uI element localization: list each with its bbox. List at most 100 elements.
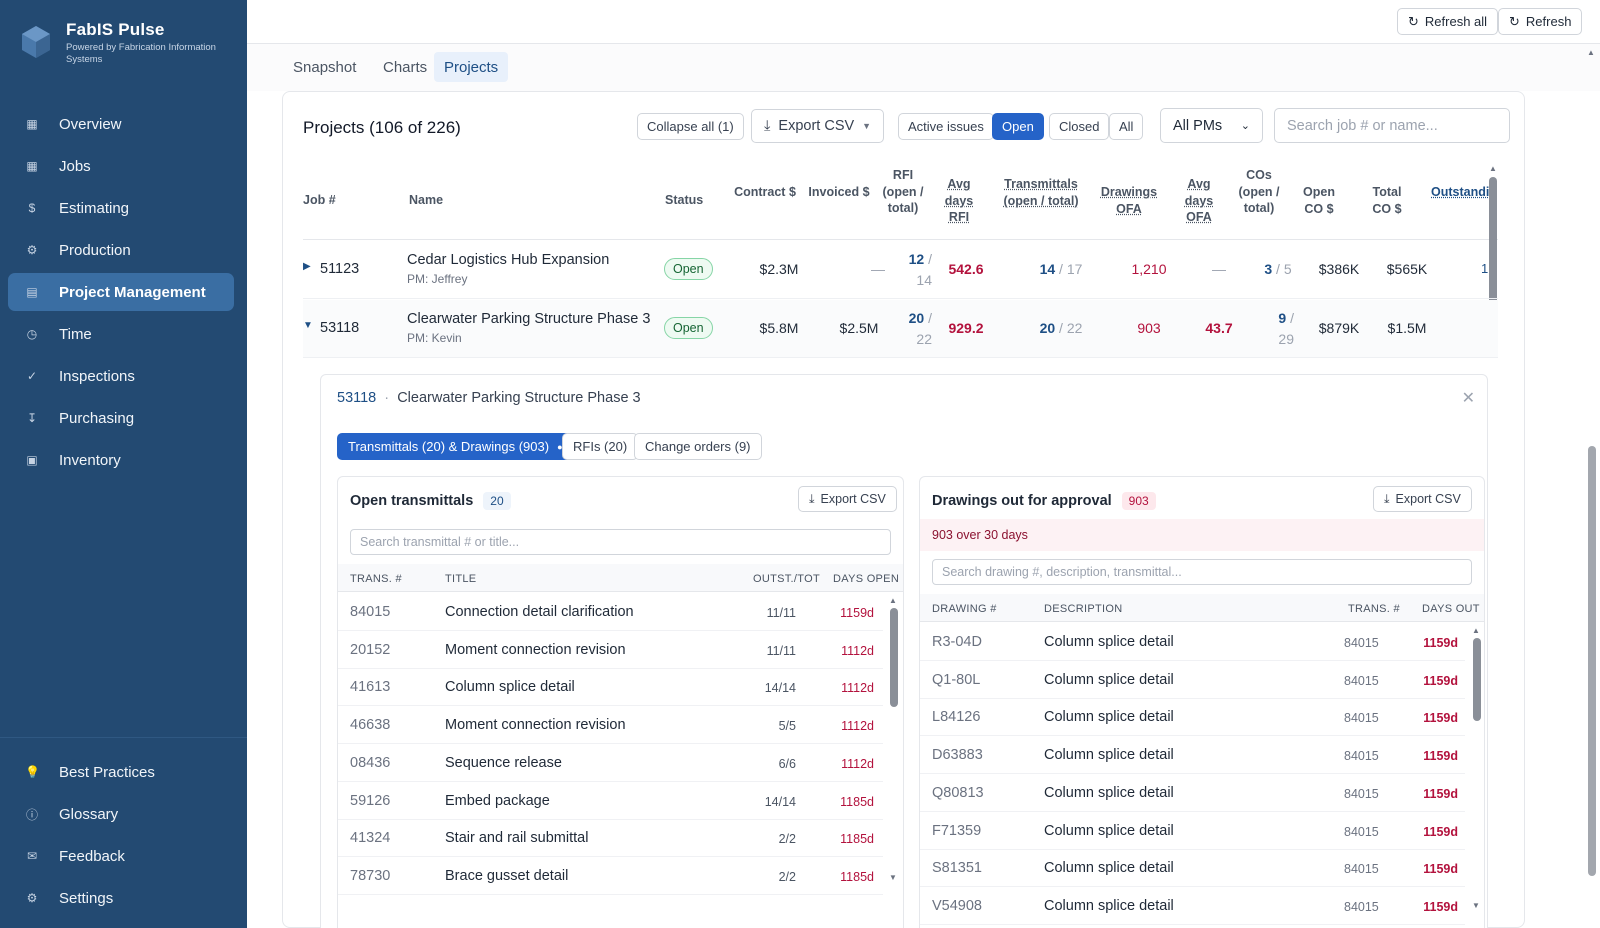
col-open-co[interactable]: Open CO $ (1303, 185, 1335, 216)
close-icon[interactable]: ✕ (1461, 390, 1475, 407)
drawing-row[interactable]: V54908 Column splice detail 84015 1159d (920, 887, 1465, 925)
detail-job-link[interactable]: 53118 (337, 390, 377, 406)
sidebar-item-feedback[interactable]: ✉ Feedback (8, 837, 234, 875)
col-avg-rfi[interactable]: Avg days RFI (944, 177, 974, 224)
col-drawings-ofa[interactable]: Drawings OFA (1100, 185, 1158, 216)
col-description[interactable]: DESCRIPTION (1044, 603, 1123, 615)
filter-open[interactable]: Open (992, 113, 1044, 140)
drawing-row[interactable]: Q1-80L Column splice detail 84015 1159d (920, 661, 1465, 699)
drawing-search-input[interactable]: Search drawing #, description, transmitt… (932, 559, 1472, 585)
transmittal-row[interactable]: 20152 Moment connection revision 11/11 1112… (338, 631, 883, 669)
tab-projects[interactable]: Projects (434, 52, 509, 82)
subtab-change-orders[interactable]: Change orders (9) (634, 433, 762, 460)
col-total-co[interactable]: Total CO $ (1372, 185, 1402, 216)
collapse-all-button[interactable]: Collapse all (1) (637, 113, 744, 140)
subtab-transmittals-drawings[interactable]: Transmittals (20) & Drawings (903) ● (337, 433, 574, 460)
col-contract[interactable]: Contract $ (734, 185, 796, 199)
trans-total: 17 (1066, 261, 1083, 277)
transmittal-row[interactable]: 84015 Connection detail clarification 11/1… (338, 593, 883, 631)
col-status[interactable]: Status (665, 193, 704, 207)
transmittal-row[interactable]: 46638 Moment connection revision 5/5 1112d (338, 706, 883, 745)
col-days-out[interactable]: DAYS OUT (1422, 603, 1480, 615)
overdue-banner: 903 over 30 days (920, 519, 1484, 551)
transmittal-row[interactable]: 41324 Stair and rail submittal 2/2 1185d (338, 819, 883, 858)
sidebar-item-production[interactable]: ⚙ Production (8, 231, 234, 269)
transmittal-number: 46638 (350, 717, 391, 734)
tab-charts[interactable]: Charts (383, 58, 428, 76)
col-title[interactable]: TITLE (445, 573, 477, 585)
drawing-description: Column splice detail (1044, 860, 1174, 877)
refresh-all-button[interactable]: ↻ Refresh all (1397, 8, 1499, 35)
drawing-row[interactable]: L84126 Column splice detail 84015 1159d (920, 698, 1465, 737)
view-tabs: Snapshot Charts Projects (247, 44, 1600, 91)
table-header-divider (303, 239, 1498, 240)
pm-select[interactable]: All PMs ⌄ (1160, 108, 1263, 143)
sidebar-item-time[interactable]: ◷ Time (8, 315, 234, 353)
sidebar-item-estimating[interactable]: $ Estimating (8, 189, 234, 227)
filter-all[interactable]: All (1109, 113, 1144, 140)
scroll-up-icon[interactable]: ▲ (889, 596, 897, 605)
sidebar-item-glossary[interactable]: ⓘ Glossary (8, 795, 234, 833)
col-name[interactable]: Name (409, 193, 444, 207)
drawings-export-button[interactable]: ⤓ Export CSV (1373, 486, 1472, 512)
drawing-row[interactable]: D63883 Column splice detail 84015 1159d (920, 736, 1465, 775)
refresh-button[interactable]: ↻ Refresh (1498, 8, 1583, 35)
filter-active-issues[interactable]: Active issues (898, 113, 994, 140)
mail-icon: ✉ (26, 849, 38, 863)
sidebar-divider (0, 737, 247, 738)
transmittal-row[interactable]: 08436 Sequence release 6/6 1112d (338, 744, 883, 782)
col-days-open[interactable]: DAYS OPEN (833, 573, 900, 585)
collapse-icon[interactable]: ▼ (303, 320, 313, 331)
col-drawing-num[interactable]: DRAWING # (932, 603, 997, 615)
col-job[interactable]: Job # (303, 193, 336, 207)
col-outstanding[interactable]: Outstanding items (1431, 185, 1493, 199)
sidebar-item-overview[interactable]: ▦ Overview (8, 105, 234, 143)
col-avg-ofa[interactable]: Avg days OFA (1184, 177, 1214, 224)
project-search-input[interactable]: Search job # or name... (1274, 108, 1510, 143)
sidebar-item-purchasing[interactable]: ↧ Purchasing (8, 399, 234, 437)
transmittals-scrollbar[interactable] (890, 608, 898, 707)
transmittal-row[interactable]: 41613 Column splice detail 14/14 1112d (338, 668, 883, 707)
table-scrollbar[interactable] (1489, 177, 1497, 347)
scroll-up-icon[interactable]: ▲ (1587, 48, 1595, 57)
scroll-down-icon[interactable]: ▼ (889, 873, 897, 882)
project-row[interactable]: ▶ 51123 Cedar Logistics Hub Expansion PM… (303, 241, 1498, 299)
caret-down-icon: ▼ (862, 121, 872, 131)
tab-snapshot[interactable]: Snapshot (293, 58, 357, 76)
col-rfi[interactable]: RFI (open / total) (882, 168, 924, 215)
drawings-scrollbar[interactable] (1473, 638, 1481, 721)
filter-closed[interactable]: Closed (1049, 113, 1110, 140)
transmittal-row[interactable]: 78730 Brace gusset detail 2/2 1185d (338, 857, 883, 895)
scroll-up-icon[interactable]: ▲ (1472, 626, 1480, 635)
page-scrollbar[interactable] (1588, 446, 1596, 876)
sidebar-item-inspections[interactable]: ✓ Inspections (8, 357, 234, 395)
col-trans-num[interactable]: TRANS. # (1348, 603, 1400, 615)
outstanding-fraction: 6/6 (778, 756, 796, 771)
sidebar-item-jobs[interactable]: ▦ Jobs (8, 147, 234, 185)
drawing-row[interactable]: Q80813 Column splice detail 84015 1159d (920, 774, 1465, 812)
transmittal-row[interactable]: 59126 Embed package 14/14 1185d (338, 782, 883, 820)
expand-icon[interactable]: ▶ (303, 261, 311, 272)
scroll-down-icon[interactable]: ▼ (1472, 901, 1480, 910)
transmittal-search-input[interactable]: Search transmittal # or title... (350, 529, 891, 555)
export-csv-dropdown[interactable]: ⤓ Export CSV ▼ (751, 109, 885, 143)
sidebar-item-project-management[interactable]: ▤ Project Management (8, 273, 234, 311)
table-scroll-up-icon[interactable]: ▲ (1489, 164, 1497, 173)
refresh-icon: ↻ (1509, 13, 1520, 29)
drawing-row[interactable]: S81351 Column splice detail 84015 1159d (920, 849, 1465, 888)
projects-title: Projects (106 of 226) (303, 118, 461, 137)
project-row[interactable]: ▼ 53118 Clearwater Parking Structure Pha… (303, 300, 1498, 358)
col-cos[interactable]: COs (open / total) (1238, 168, 1280, 215)
transmittal-number: 78730 (350, 867, 391, 884)
subtab-rfis[interactable]: RFIs (20) (562, 433, 639, 460)
transmittals-export-button[interactable]: ⤓ Export CSV (798, 486, 897, 512)
drawing-row[interactable]: F71359 Column splice detail 84015 1159d (920, 812, 1465, 850)
sidebar-item-settings[interactable]: ⚙ Settings (8, 879, 234, 917)
drawing-row[interactable]: R3-04D Column splice detail 84015 1159d (920, 623, 1465, 661)
col-transmittals[interactable]: Transmittals (open / total) (1003, 177, 1079, 208)
col-trans-num[interactable]: TRANS. # (350, 573, 402, 585)
col-invoiced[interactable]: Invoiced $ (808, 185, 870, 199)
sidebar-item-inventory[interactable]: ▣ Inventory (8, 441, 234, 479)
col-outst-tot[interactable]: OUTST./TOT (753, 573, 820, 585)
sidebar-item-best-practices[interactable]: 💡 Best Practices (8, 753, 234, 791)
